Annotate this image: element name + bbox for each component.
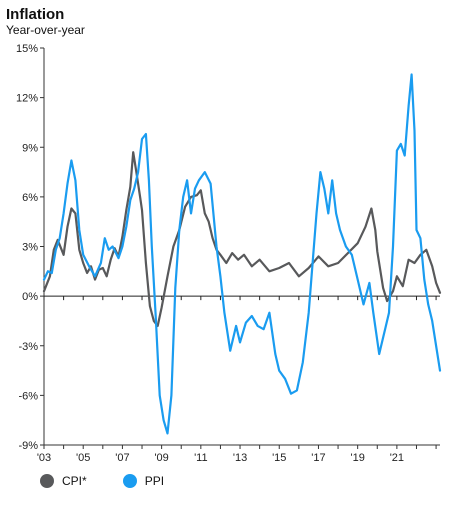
x-axis: '03 '05 '07 '09 '11 '13 '15 '17 '19 '21 xyxy=(37,295,440,464)
y-tick-label: 15% xyxy=(16,43,38,55)
series-line-cpi xyxy=(42,151,442,327)
y-tick-label: 6% xyxy=(22,192,38,204)
x-tick-label: '21 xyxy=(390,452,404,464)
x-tick-label: '15 xyxy=(272,452,286,464)
y-tick-label: 0% xyxy=(22,291,38,303)
y-tick-label: -9% xyxy=(18,440,38,452)
legend-swatch-cpi xyxy=(40,474,54,488)
legend-item-cpi: CPI* xyxy=(40,474,87,488)
x-tick-label: '09 xyxy=(154,452,168,464)
y-tick-label: 12% xyxy=(16,93,38,105)
x-tick-label: '07 xyxy=(115,452,129,464)
y-tick-label: -6% xyxy=(18,390,38,402)
chart-subtitle: Year-over-year xyxy=(6,23,85,37)
x-tick-label: '13 xyxy=(233,452,247,464)
legend-item-ppi: PPI xyxy=(122,474,165,488)
x-tick-label: '05 xyxy=(76,452,90,464)
y-tick-label: -3% xyxy=(18,341,38,353)
legend-label-ppi: PPI xyxy=(144,474,165,488)
series-group xyxy=(42,73,442,435)
x-tick-label: '17 xyxy=(311,452,325,464)
y-axis: 15% 12% 9% 6% 3% 0% -3% -6% -9% xyxy=(16,43,45,452)
series-line-ppi xyxy=(42,73,442,435)
x-tick-label: '19 xyxy=(350,452,364,464)
y-tick-label: 3% xyxy=(22,242,38,254)
legend-label-cpi: CPI* xyxy=(62,474,87,488)
legend: CPI* PPI xyxy=(40,474,200,488)
x-tick-label: '03 xyxy=(37,452,51,464)
y-tick-label: 9% xyxy=(22,142,38,154)
legend-swatch-ppi xyxy=(122,474,137,488)
x-tick-label: '11 xyxy=(194,452,208,464)
chart-title: Inflation xyxy=(6,6,65,23)
